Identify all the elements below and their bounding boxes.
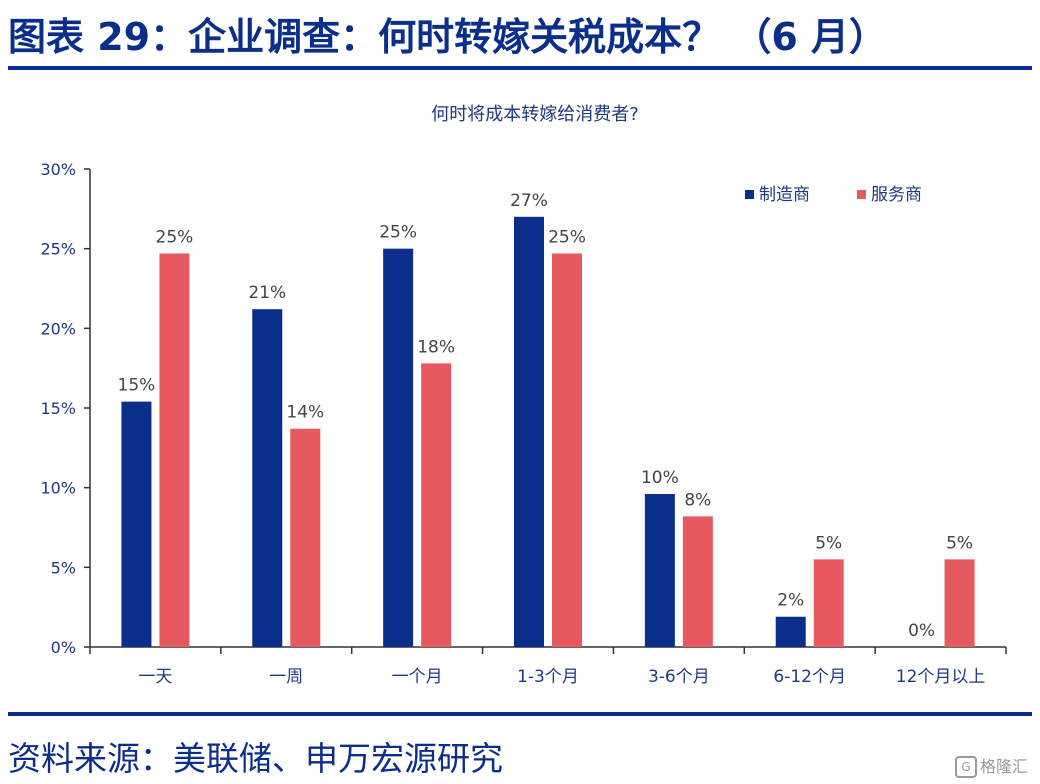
y-tick-label: 0% — [51, 638, 76, 657]
bar — [813, 559, 844, 647]
bar — [290, 428, 321, 647]
legend-label: 制造商 — [759, 185, 810, 205]
data-label: 21% — [248, 283, 286, 303]
data-label: 2% — [777, 591, 804, 611]
y-tick-label: 25% — [40, 240, 76, 259]
data-label: 15% — [118, 376, 156, 396]
data-label: 25% — [379, 223, 417, 243]
y-tick-label: 15% — [40, 399, 76, 418]
chart-title: 何时将成本转嫁给消费者? — [431, 104, 639, 125]
bar — [252, 309, 283, 647]
x-tick-label: 1-3个月 — [517, 667, 579, 687]
chart-axes: 0% 5% 10% 15% 20% 25% 30% 一天 一周 一个月 1-3个月 3-6个月 6-12… — [40, 160, 1007, 687]
x-tick-label: 6-12个月 — [773, 667, 846, 687]
data-label: 5% — [815, 533, 842, 553]
data-label: 5% — [946, 533, 973, 553]
bar — [552, 253, 582, 648]
legend-label: 服务商 — [871, 185, 922, 205]
bar — [682, 516, 713, 647]
bar — [121, 401, 152, 647]
x-tick-label: 一天 — [138, 667, 172, 687]
watermark: G 格隆汇 — [954, 753, 1028, 778]
bar — [383, 248, 414, 647]
bar-chart: 何时将成本转嫁给消费者? 0% 5% 10% 15% 20% 25% 30% 一天 一周 一个月 1… — [40, 104, 1007, 687]
bar — [159, 253, 190, 648]
legend-swatch — [857, 190, 866, 199]
bar — [944, 559, 975, 647]
x-tick-label: 12个月以上 — [896, 667, 986, 687]
x-tick-label: 一周 — [269, 667, 303, 687]
bar — [514, 216, 544, 648]
data-label: 25% — [156, 227, 194, 247]
x-tick-label: 3-6个月 — [648, 667, 710, 687]
data-label: 27% — [510, 191, 548, 211]
watermark-text: 格隆汇 — [979, 756, 1028, 776]
y-tick-label: 30% — [40, 160, 76, 179]
source-rule — [8, 712, 1032, 716]
data-label: 14% — [286, 403, 324, 423]
data-label: 10% — [641, 468, 679, 488]
y-tick-label: 20% — [40, 319, 76, 338]
bar — [775, 616, 806, 647]
data-label: 0% — [908, 621, 935, 641]
bar — [421, 363, 452, 647]
watermark-logo-icon: G — [954, 756, 977, 778]
y-tick-label: 5% — [51, 558, 76, 577]
title-rule — [8, 66, 1032, 70]
chart-legend: 制造商 服务商 — [745, 185, 922, 205]
chart-bars: 15%25%21%14%25%18%27%25%10%8%2%5%0%5% — [118, 191, 975, 648]
y-tick-label: 10% — [40, 479, 76, 498]
legend-swatch — [745, 190, 754, 199]
x-tick-label: 一个月 — [392, 667, 443, 687]
data-label: 25% — [548, 227, 586, 247]
data-label: 18% — [417, 337, 455, 357]
figure-title: 图表 29：企业调查：何时转嫁关税成本？ （6 月） — [8, 15, 888, 59]
source-note: 资料来源：美联储、申万宏源研究 — [8, 739, 503, 778]
data-label: 8% — [684, 490, 711, 510]
bar — [644, 494, 675, 647]
